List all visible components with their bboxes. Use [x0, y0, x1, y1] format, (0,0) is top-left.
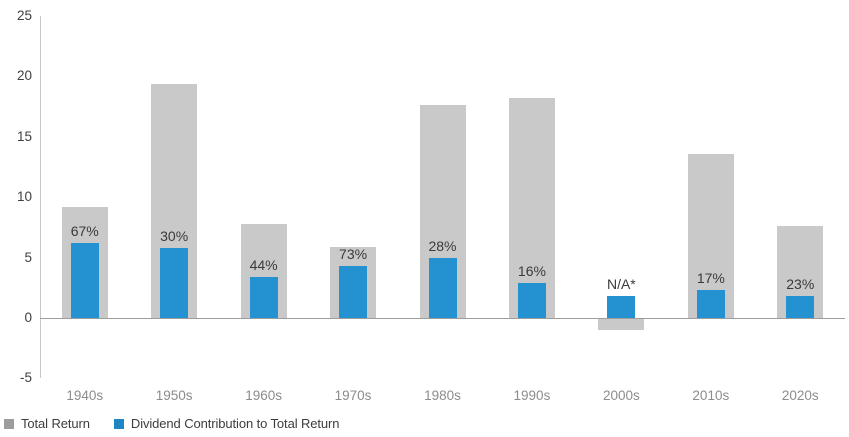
y-tick-label: 20	[16, 68, 32, 84]
legend-item-total-return: Total Return	[4, 416, 90, 431]
x-axis-category-label: 1940s	[66, 388, 104, 403]
zero-baseline	[40, 318, 845, 319]
dividend-contribution-bar	[696, 290, 725, 318]
dividend-percentage-label: 67%	[70, 223, 99, 240]
y-tick-label: -5	[19, 370, 32, 386]
dividend-contribution-bar	[339, 266, 368, 318]
dividend-percentage-label: 23%	[786, 276, 815, 293]
dividend-percentage-label: 16%	[517, 262, 546, 279]
dividend-contribution-bar	[160, 247, 189, 318]
chart-legend: Total Return Dividend Contribution to To…	[4, 416, 340, 431]
dividend-contribution-bar	[428, 257, 457, 318]
dividend-percentage-label: N/A*	[606, 276, 636, 293]
y-tick-label: 5	[24, 249, 32, 265]
x-axis-category-label: 1980s	[424, 388, 461, 403]
y-tick-label: 25	[16, 8, 32, 23]
dividend-percentage-label: 28%	[428, 237, 457, 254]
dividend-percentage-label: 30%	[160, 227, 189, 244]
dividend-percentage-label: 17%	[696, 270, 725, 287]
legend-label-total-return: Total Return	[21, 416, 90, 431]
dividend-contribution-bar	[786, 296, 815, 318]
legend-item-dividend-contribution: Dividend Contribution to Total Return	[113, 416, 340, 431]
x-axis-category-label: 1960s	[245, 388, 282, 403]
plot-area: 25 20 15 10 5 0 -5 67% 1940s 30% 1950s 44% 1960s 73% 1…	[16, 8, 845, 403]
dividend-contribution-bar	[249, 276, 278, 318]
total-return-bar	[598, 319, 645, 330]
dividend-percentage-label: 44%	[249, 256, 278, 273]
dividend-contribution-bar	[607, 296, 636, 318]
dividend-percentage-label: 73%	[339, 246, 368, 263]
x-axis-category-label: 1970s	[334, 388, 372, 403]
y-tick-label: 10	[16, 189, 32, 205]
total-return-swatch-icon	[4, 418, 14, 429]
total-return-bar	[508, 98, 555, 318]
x-axis-category-label: 1950s	[155, 388, 193, 403]
x-axis-category-label: 2010s	[692, 388, 730, 403]
y-tick-label: 0	[24, 310, 32, 325]
dividend-contribution-bar	[517, 282, 546, 318]
x-axis-category-label: 2000s	[602, 388, 640, 403]
dividend-contribution-bar	[70, 243, 99, 318]
y-tick-label: 15	[16, 128, 32, 144]
x-axis-category-label: 1990s	[513, 388, 551, 403]
y-axis-line	[40, 16, 41, 379]
dividend-contribution-swatch-icon	[113, 418, 124, 429]
legend-label-dividend-contribution: Dividend Contribution to Total Return	[130, 416, 340, 431]
x-axis-category-label: 2020s	[781, 388, 819, 403]
